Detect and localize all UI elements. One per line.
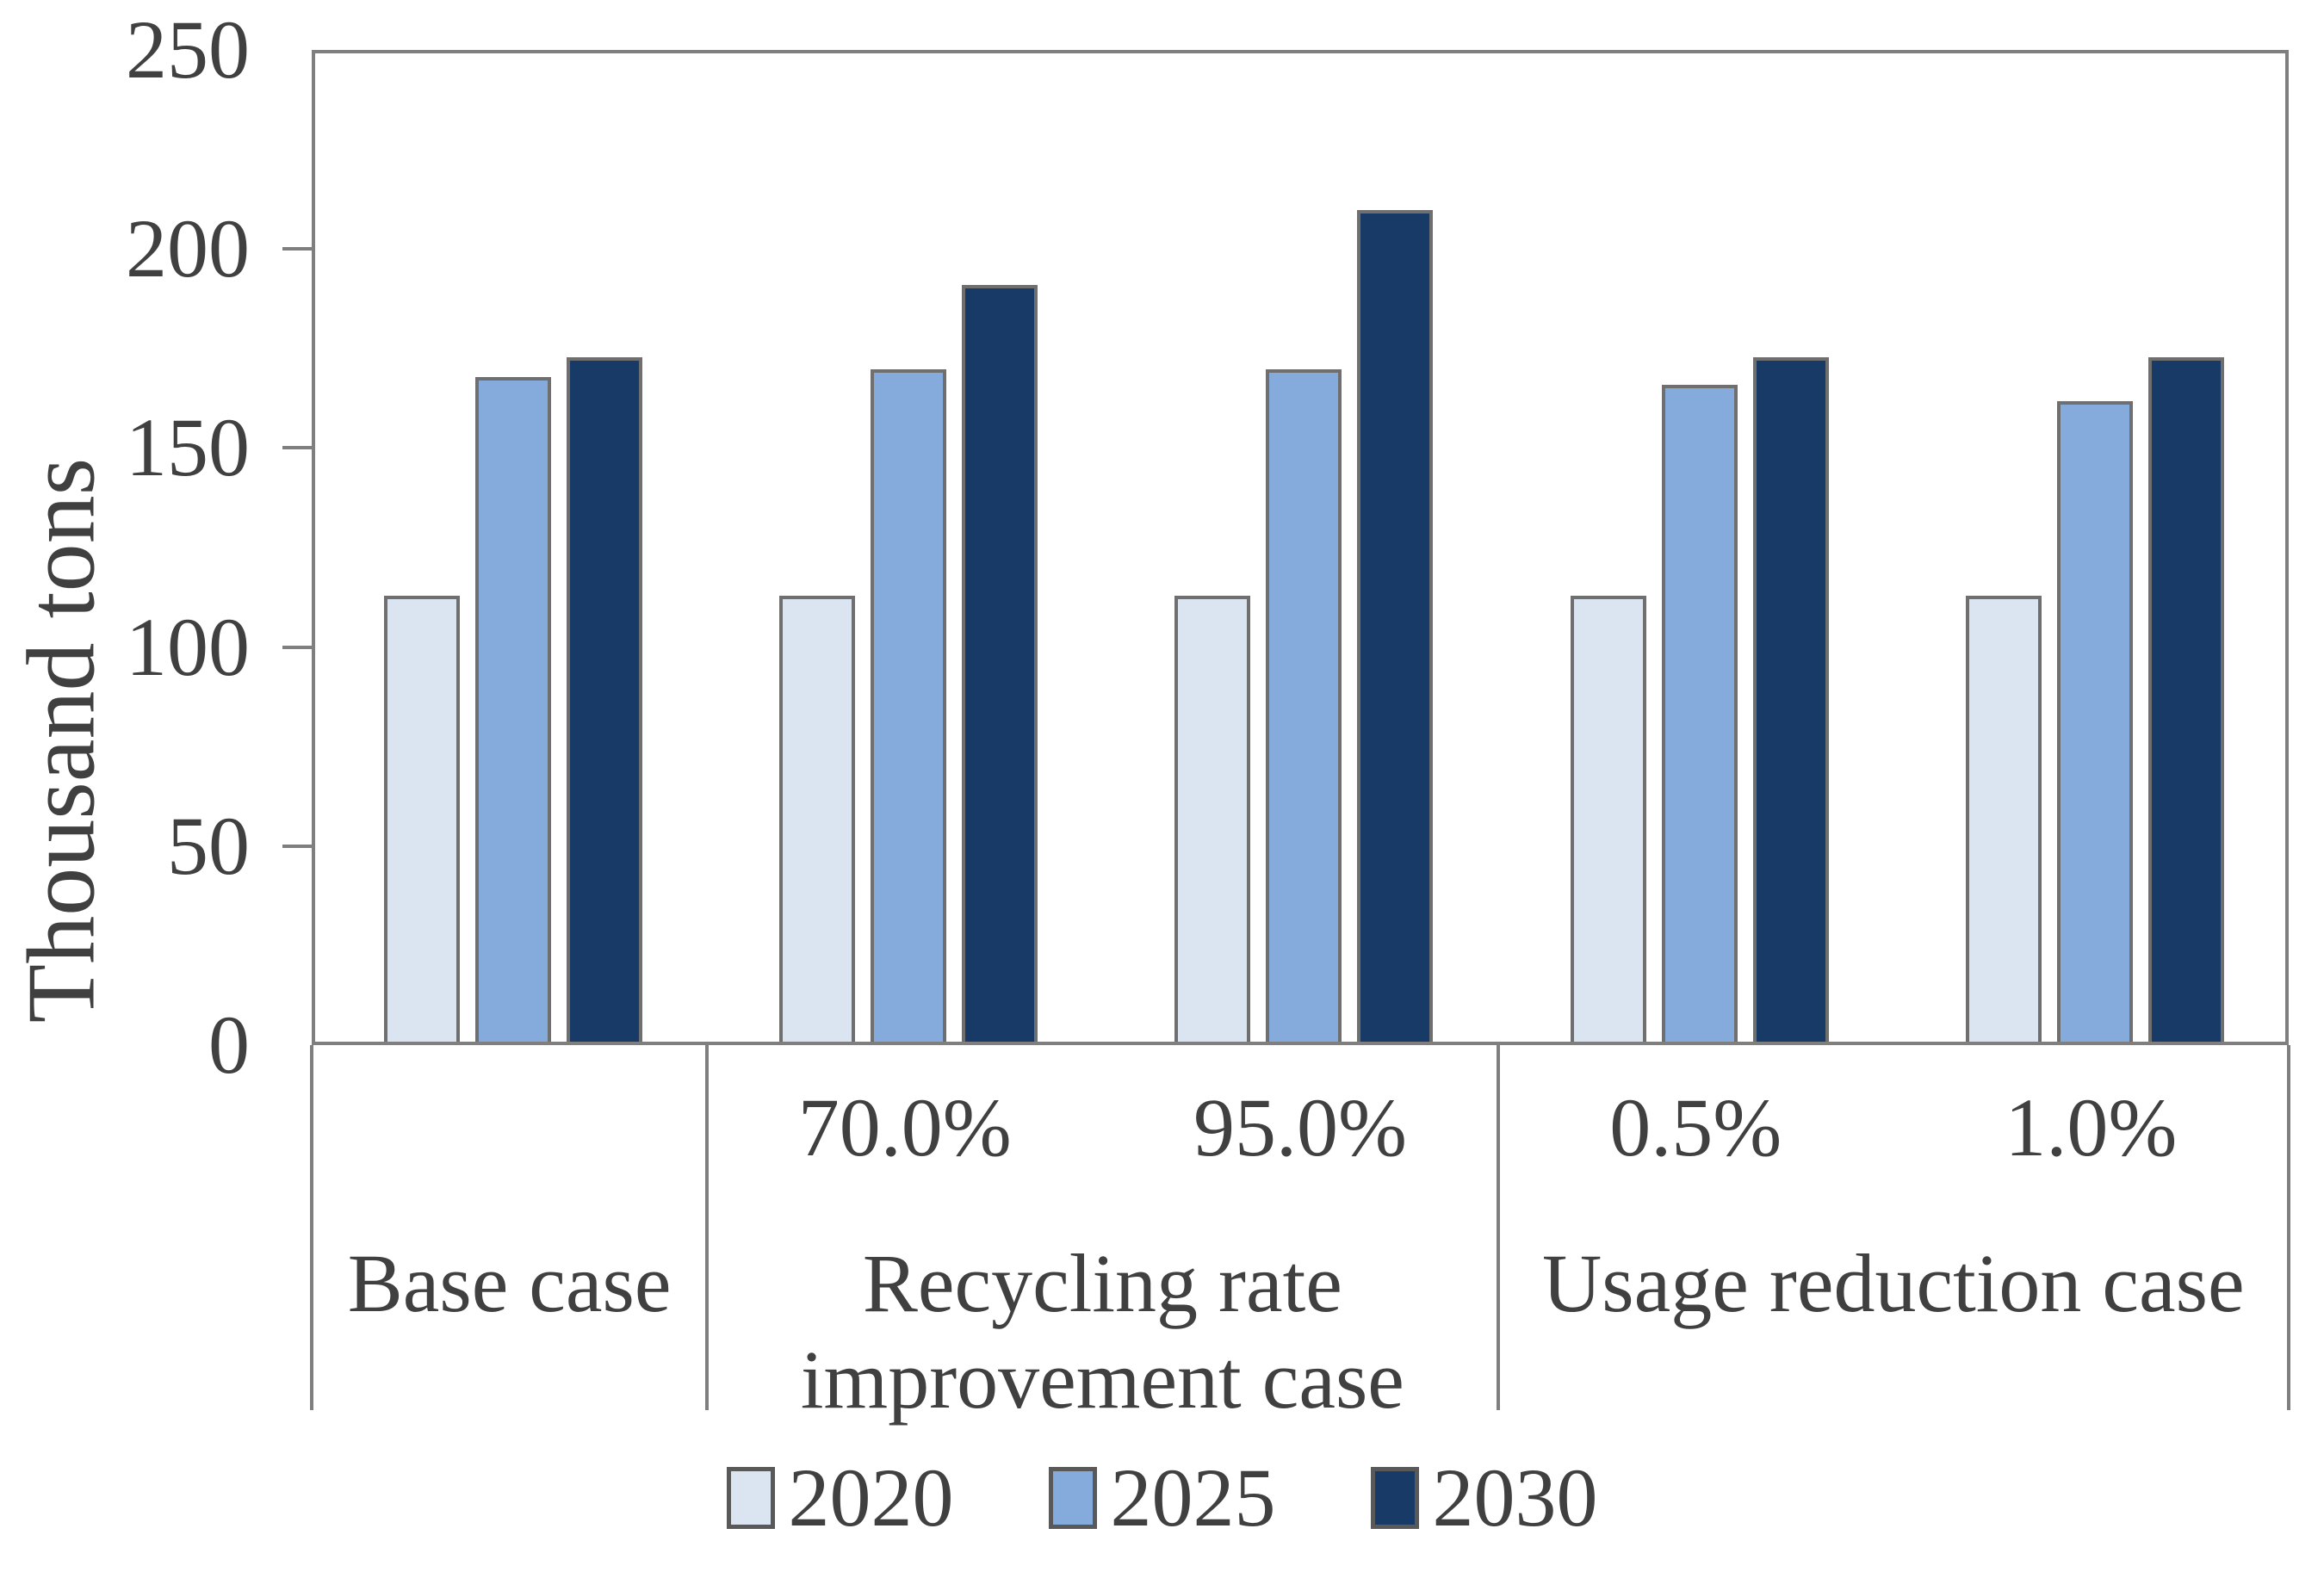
x-sub-label-95-0: 95.0% <box>1193 1081 1407 1173</box>
bar-2025-1-0 <box>2056 400 2133 1042</box>
bar-2020-95-0 <box>1174 596 1251 1042</box>
y-tick-label-200: 200 <box>126 202 250 295</box>
bar-2030-1-0 <box>2147 356 2224 1042</box>
y-tick-mark-150 <box>282 446 312 450</box>
bar-2030-95-0 <box>1357 209 1434 1042</box>
legend-label-2030: 2030 <box>1432 1451 1598 1544</box>
bar-2025-base-case <box>475 376 551 1042</box>
bar-2020-70-0 <box>779 596 856 1042</box>
legend-item-2025: 2025 <box>1048 1451 1276 1544</box>
category-divider-3 <box>1496 1045 1500 1410</box>
x-sub-label-0-5: 0.5% <box>1609 1081 1782 1173</box>
bar-2030-70-0 <box>962 285 1038 1042</box>
legend-item-2030: 2030 <box>1370 1451 1598 1544</box>
bar-2020-base-case <box>384 596 460 1042</box>
category-divider-5 <box>2287 1045 2290 1410</box>
legend-item-2020: 2020 <box>726 1451 954 1544</box>
y-tick-mark-200 <box>282 247 312 251</box>
plot-area <box>312 50 2289 1045</box>
y-tick-label-100: 100 <box>126 600 250 693</box>
legend-swatch-2030 <box>1370 1467 1419 1529</box>
x-group-label-recycling-rate-improvement-case: Recycling rate improvement case <box>707 1235 1497 1428</box>
bar-2020-0-5 <box>1570 596 1646 1042</box>
legend: 2020 2025 2030 <box>0 1455 2324 1541</box>
group-label-text: Recycling rate improvement case <box>800 1237 1404 1426</box>
category-divider-0 <box>310 1045 313 1410</box>
legend-label-2020: 2020 <box>788 1451 954 1544</box>
group-label-text: Base case <box>347 1237 672 1329</box>
x-sub-label-1-0: 1.0% <box>2005 1081 2178 1173</box>
x-group-label-base-case: Base case <box>312 1235 707 1332</box>
category-divider-1 <box>705 1045 710 1410</box>
y-axis-title: Thousand tons <box>8 457 115 1024</box>
bar-2025-70-0 <box>871 368 947 1042</box>
y-tick-mark-50 <box>282 844 312 848</box>
legend-swatch-2020 <box>726 1467 775 1529</box>
x-group-label-usage-reduction-case: Usage reduction case <box>1498 1235 2289 1332</box>
y-tick-label-50: 50 <box>167 799 250 892</box>
group-label-text: Usage reduction case <box>1541 1237 2245 1329</box>
y-tick-label-250: 250 <box>126 3 250 96</box>
y-tick-label-0: 0 <box>208 999 250 1091</box>
y-tick-label-150: 150 <box>126 401 250 494</box>
x-sub-label-70-0: 70.0% <box>797 1081 1012 1173</box>
bar-2020-1-0 <box>1965 596 2042 1042</box>
bar-2025-0-5 <box>1661 385 1738 1042</box>
bar-2030-base-case <box>567 356 642 1042</box>
bar-2025-95-0 <box>1266 368 1342 1042</box>
legend-swatch-2025 <box>1048 1467 1097 1529</box>
y-tick-mark-100 <box>282 645 312 649</box>
bar-2030-0-5 <box>1752 356 1829 1042</box>
legend-label-2025: 2025 <box>1110 1451 1276 1544</box>
